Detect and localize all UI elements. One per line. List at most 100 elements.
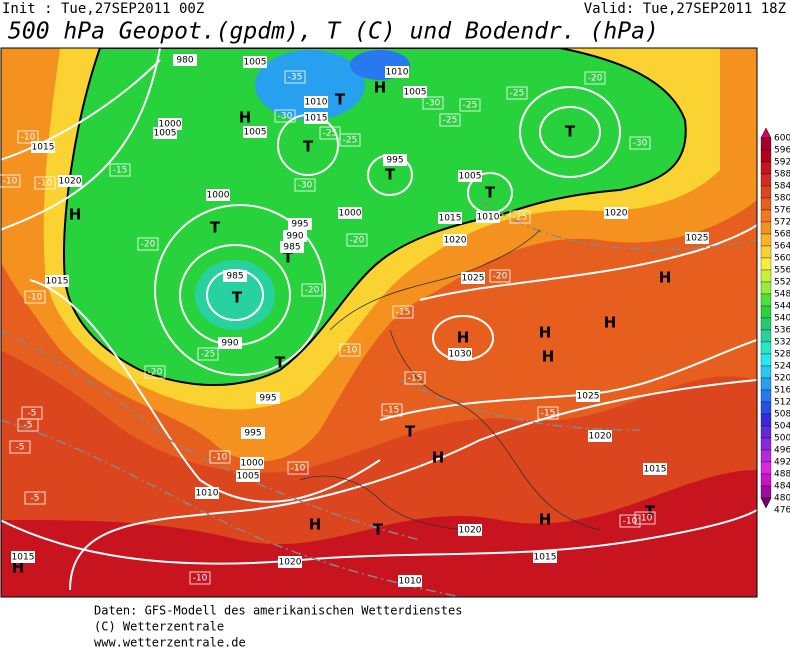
isobar-label-box (173, 54, 197, 66)
colorbar-label: 596 (774, 146, 790, 156)
temperature-label-box (34, 176, 56, 190)
colorbar-swatch (760, 293, 772, 307)
colorbar-label: 512 (774, 398, 790, 408)
isobar-label-box (280, 241, 304, 253)
temperature-label-box (404, 371, 426, 385)
colorbar-swatch (760, 449, 772, 463)
isobar-label: 1015 (644, 465, 667, 475)
isobar-label: 1020 (605, 209, 628, 219)
coastlines (299, 229, 601, 531)
temperature-label-box (197, 347, 219, 361)
init-time: Init : Tue,27SEP2011 00Z (2, 1, 204, 17)
pressure-marker: T (645, 503, 656, 521)
temperature-label-box (109, 163, 131, 177)
colorbar-swatch (760, 317, 772, 331)
colorbar-swatch (760, 389, 772, 403)
temperature-label: -10 (343, 346, 358, 356)
pressure-marker: H (539, 511, 552, 529)
temperature-label-box (629, 136, 651, 150)
temperature-label-box (209, 450, 231, 464)
isobar-label: 995 (291, 220, 308, 230)
isobar-label: 1015 (534, 553, 557, 563)
pressure-marker: H (539, 324, 552, 342)
isobar-label-box (403, 86, 427, 98)
colorbar-swatch (760, 485, 772, 499)
isobar-label: 1020 (589, 432, 612, 442)
temperature-label-box (339, 343, 361, 357)
field-blue (255, 50, 365, 120)
colorbar-swatch (760, 233, 772, 247)
isobar-label: 1015 (46, 277, 69, 287)
pressure-marker: T (485, 184, 496, 202)
isobar-label: 995 (259, 394, 276, 404)
pressure-marker: H (457, 329, 470, 347)
isobar-label-box (241, 427, 265, 439)
temperature-label-box (584, 71, 606, 85)
temperature-label-box (392, 305, 414, 319)
colorbar-label: 480 (774, 494, 790, 504)
temperature-label-box (459, 98, 481, 112)
temperature-label: -15 (408, 374, 423, 384)
colorbar-cap (760, 127, 772, 139)
isobar-label-box (58, 175, 82, 187)
pressure-marker: H (659, 269, 672, 287)
isobar-label-box (385, 66, 409, 78)
footer-line: www.wetterzentrale.de (94, 636, 246, 648)
colorbar-swatch (760, 401, 772, 415)
colorbar-label: 576 (774, 206, 790, 216)
colorbar-swatch (760, 365, 772, 379)
isobar-label-box (448, 348, 472, 360)
colorbar-swatch (760, 149, 772, 163)
colorbar-swatch (760, 473, 772, 487)
pressure-marker: H (239, 109, 252, 127)
temperature-label: -5 (16, 443, 25, 453)
colorbar-swatch (760, 329, 772, 343)
colorbar-label: 540 (774, 314, 790, 324)
temperature-label-box (0, 174, 21, 188)
isobar-label: 1005 (154, 129, 177, 139)
temperature-label-box (24, 290, 46, 304)
colorbar-swatch (760, 305, 772, 319)
isobar-label-box (304, 112, 328, 124)
isobar-label-box (533, 551, 557, 563)
pressure-marker: T (303, 138, 314, 156)
temperature-label: -15 (396, 308, 411, 318)
pressure-marker: T (373, 521, 384, 539)
colorbar-swatch (760, 425, 772, 439)
temperature-label-box (381, 403, 403, 417)
isobar-label-box (304, 96, 328, 108)
pressure-marker: T (385, 166, 396, 184)
valid-time: Valid: Tue,27SEP2011 18Z (584, 1, 786, 17)
isobar-label: 995 (244, 429, 261, 439)
pressure-marker: H (432, 449, 445, 467)
isobar-label: 1025 (462, 274, 485, 284)
isobar-label: 1000 (159, 120, 182, 130)
temperature-label-box (439, 113, 461, 127)
colorbar-label: 592 (774, 158, 790, 168)
isobar-label-box (383, 154, 407, 166)
isobar-label: 1005 (244, 58, 267, 68)
pressure-marker: T (275, 354, 286, 372)
isobar-label: 1010 (196, 489, 219, 499)
isobar-label-box (588, 430, 612, 442)
isobar-label: 1005 (459, 172, 482, 182)
isobar-label-box (458, 524, 482, 536)
colorbar-swatch (760, 137, 772, 151)
colorbar-label: 552 (774, 278, 790, 288)
pressure-marker: T (210, 219, 221, 237)
temperature-label-box (489, 269, 511, 283)
isobar-label: 1000 (241, 459, 264, 469)
isobar-label-box (288, 218, 312, 230)
temperature-label-box (17, 418, 39, 432)
isotherms (1, 199, 757, 597)
temperature-label: -25 (201, 350, 216, 360)
colorbar-label: 492 (774, 458, 790, 468)
colorbar-label: 556 (774, 266, 790, 276)
isobar-label: 1005 (404, 88, 427, 98)
temperature-label-box (634, 511, 656, 525)
pressure-marker: H (542, 348, 555, 366)
colorbar-label: 500 (774, 434, 790, 444)
map-frame (0, 47, 758, 598)
temperature-label-box (339, 133, 361, 147)
